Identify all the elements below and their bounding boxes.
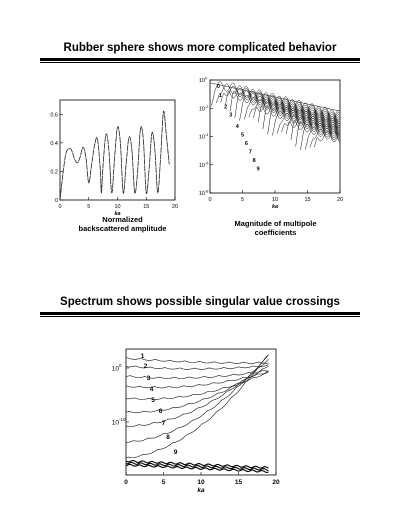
- x-tick-label: 10: [272, 197, 278, 203]
- y-tick-exponent: -4: [205, 133, 208, 137]
- multipole-series-line: [286, 117, 340, 136]
- multipole-caption-line1: Magnitude of multipole: [234, 219, 317, 228]
- multipole-series-line: [295, 121, 340, 147]
- singular-value-series-label: 2: [144, 363, 148, 370]
- slide1-heading: Rubber sphere shows more complicated beh…: [63, 42, 337, 54]
- y-tick-exponent: 0: [205, 77, 207, 81]
- multipole-series-line: [234, 92, 340, 126]
- singular-value-series-label: 5: [151, 397, 155, 404]
- multipole-series-label: 5: [241, 133, 244, 139]
- singular-value-series-label: 8: [166, 434, 170, 441]
- noise-floor-line: [125, 459, 269, 469]
- y-tick-exponent: -8: [205, 190, 208, 194]
- singular-value-series-line: [125, 371, 269, 389]
- multipole-series-line: [257, 103, 340, 130]
- multipole-series-line: [215, 83, 341, 122]
- singular-value-series-label: 6: [159, 408, 163, 415]
- multipole-series-label: 7: [249, 149, 252, 155]
- y-tick-label: 0.2: [50, 169, 58, 175]
- multipole-series-line: [290, 119, 340, 140]
- y-tick-exponent: -10: [119, 417, 126, 422]
- multipole-series-label: 0: [217, 84, 220, 90]
- slide1-rule-thick: [40, 58, 360, 61]
- singular-value-series-line: [125, 371, 269, 400]
- x-tick-label: 20: [337, 197, 343, 203]
- x-tick-label: 15: [304, 197, 310, 203]
- x-tick-label: 20: [172, 204, 178, 210]
- x-tick-label: 20: [272, 479, 280, 486]
- multipole-series-line: [304, 126, 340, 150]
- multipole-series-label: 3: [229, 113, 232, 119]
- slide1-rule-thin: [40, 62, 360, 63]
- x-tick-label: 15: [143, 204, 149, 210]
- x-tick-label: 5: [87, 204, 90, 210]
- singular-value-series-label: 9: [174, 449, 178, 456]
- y-tick-exponent: -6: [205, 161, 208, 165]
- y-tick-exponent: 0: [119, 363, 122, 368]
- x-axis-label: ka: [272, 204, 278, 210]
- y-tick-label: 10: [199, 163, 205, 169]
- plot-frame: [59, 99, 176, 201]
- y-tick-label: 0: [55, 198, 58, 204]
- y-tick-label: 10: [112, 420, 120, 427]
- multipole-series-label: 4: [236, 124, 240, 130]
- multipole-series-label: 8: [253, 158, 256, 164]
- slide2-heading: Spectrum shows possible singular value c…: [60, 296, 340, 308]
- y-tick-label: 0.4: [50, 141, 58, 147]
- singular-value-series-line: [125, 354, 269, 459]
- multipole-series-line: [309, 128, 341, 148]
- amplitude-caption: Normalized backscattered amplitude: [55, 215, 190, 233]
- y-tick-label: 10: [199, 78, 205, 84]
- multipole-series-label: 9: [257, 166, 260, 172]
- x-tick-label: 0: [124, 479, 128, 486]
- multipole-series-line: [229, 90, 340, 124]
- x-axis-label: ka: [114, 211, 120, 217]
- singular-value-series-line: [125, 364, 269, 370]
- singular-value-series-line: [125, 354, 269, 443]
- multipole-series-label: 2: [224, 104, 227, 110]
- singular-value-series-line: [125, 365, 269, 414]
- singular-value-series-label: 7: [162, 420, 166, 427]
- singular-value-series-label: 3: [147, 375, 151, 382]
- amplitude-chart: 0 5 10 15 20 0 0.2 0.4 0.6 ka: [50, 99, 178, 217]
- amplitude-caption-line2: backscattered amplitude: [78, 224, 167, 233]
- slide2-rule-thin: [40, 316, 360, 317]
- singular-value-series-line: [125, 357, 269, 364]
- multipole-caption: Magnitude of multipole coefficients: [208, 219, 343, 237]
- noise-floor-line: [125, 461, 269, 471]
- x-tick-label: 10: [114, 204, 120, 210]
- multipole-series-line: [243, 97, 340, 128]
- multipole-series-label: 6: [245, 141, 248, 147]
- x-tick-label: 10: [197, 479, 205, 486]
- x-tick-label: 0: [208, 197, 211, 203]
- y-tick-label: 10: [199, 191, 205, 197]
- multipole-series-label: 1: [219, 93, 222, 99]
- y-tick-exponent: -2: [205, 105, 208, 109]
- y-tick-label: 10: [199, 106, 205, 112]
- multipole-series-line: [300, 124, 340, 151]
- x-tick-label: 5: [162, 479, 166, 486]
- multipole-series-line: [211, 81, 340, 119]
- y-tick-label: 10: [199, 135, 205, 141]
- y-tick-label: 0.6: [50, 112, 58, 118]
- singular-value-series-line: [125, 359, 269, 427]
- amplitude-series-line: [59, 110, 170, 201]
- amplitude-caption-line1: Normalized: [102, 215, 143, 224]
- slide2-rule-thick: [40, 312, 360, 315]
- x-tick-label: 15: [235, 479, 243, 486]
- multipole-series-line: [314, 131, 340, 148]
- x-tick-label: 5: [241, 197, 244, 203]
- x-tick-label: 0: [58, 204, 61, 210]
- multipole-series-line: [225, 88, 340, 124]
- noise-floor-line: [125, 463, 269, 473]
- singular-value-series-label: 4: [150, 386, 154, 393]
- y-tick-label: 10: [112, 366, 120, 373]
- singular-value-series-line: [125, 370, 269, 379]
- x-axis-label: ka: [197, 487, 205, 494]
- multipole-series-line: [276, 113, 340, 134]
- singular-value-series-label: 1: [141, 353, 145, 360]
- multipole-caption-line2: coefficients: [254, 228, 297, 237]
